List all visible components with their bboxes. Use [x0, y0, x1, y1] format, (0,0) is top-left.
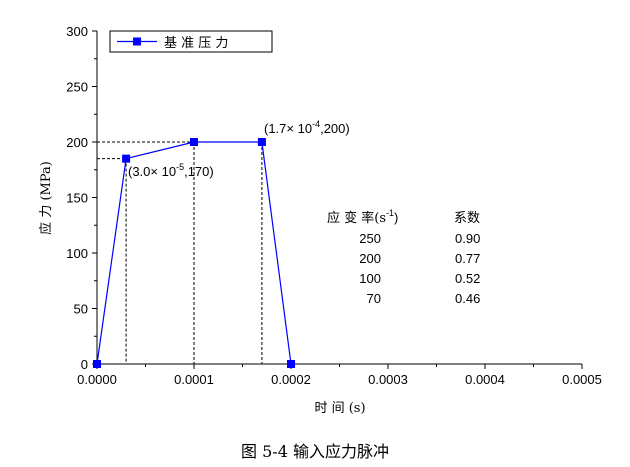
x-tick-label: 0.0000 [77, 372, 117, 387]
table-header-coefficient: 系数 [454, 211, 480, 226]
table-strain-rate: 200 [359, 251, 381, 266]
x-tick-label: 0.0001 [174, 372, 214, 387]
y-tick-label: 50 [74, 302, 88, 317]
figure-caption: 图 5-4 输入应力脉冲 [241, 442, 389, 461]
data-point [257, 138, 266, 146]
annotation-point-4: (1.7× 10-4,200) [264, 119, 350, 136]
legend-marker [133, 37, 141, 46]
table-strain-rate: 70 [367, 291, 381, 306]
y-tick-label: 250 [66, 80, 88, 95]
series [93, 138, 295, 368]
axes: 0 50 100 150 200 250 300 0.0000 0.0001 0.0002 0.00… [66, 24, 602, 387]
table-coefficient: 0.77 [455, 251, 480, 266]
legend: 基 准 压 力 [109, 30, 273, 53]
table-header-strain-rate: 应 变 率(s-1) [327, 208, 398, 226]
y-tick-label: 100 [66, 246, 88, 261]
data-point [287, 360, 295, 368]
dashed-guides [97, 141, 263, 364]
data-point [122, 154, 131, 163]
y-tick-label: 0 [81, 357, 88, 372]
data-point [93, 360, 101, 368]
x-tick-label: 0.0002 [271, 372, 311, 387]
data-point [190, 138, 198, 146]
y-tick-label: 200 [66, 135, 88, 150]
table-strain-rate: 100 [359, 271, 381, 286]
coefficient-table: 应 变 率(s-1) 系数 250 0.90 200 0.77 100 0.52 70 0.4… [327, 208, 480, 306]
x-tick-label: 0.0004 [465, 372, 505, 387]
table-coefficient: 0.90 [455, 231, 480, 246]
legend-box [109, 30, 273, 53]
legend-label: 基 准 压 力 [164, 36, 228, 51]
table-coefficient: 0.46 [455, 291, 480, 306]
annotation-point-2: (3.0× 10-5,170) [128, 162, 214, 179]
table-coefficient: 0.52 [455, 271, 480, 286]
x-axis-label: 时 间 (s) [314, 401, 365, 416]
y-tick-label: 300 [66, 24, 88, 39]
y-tick-label: 150 [66, 191, 88, 206]
table-strain-rate: 250 [359, 231, 381, 246]
x-tick-label: 0.0005 [562, 372, 602, 387]
x-tick-label: 0.0003 [368, 372, 408, 387]
y-axis-label: 应 力 (MPa) [38, 161, 54, 235]
